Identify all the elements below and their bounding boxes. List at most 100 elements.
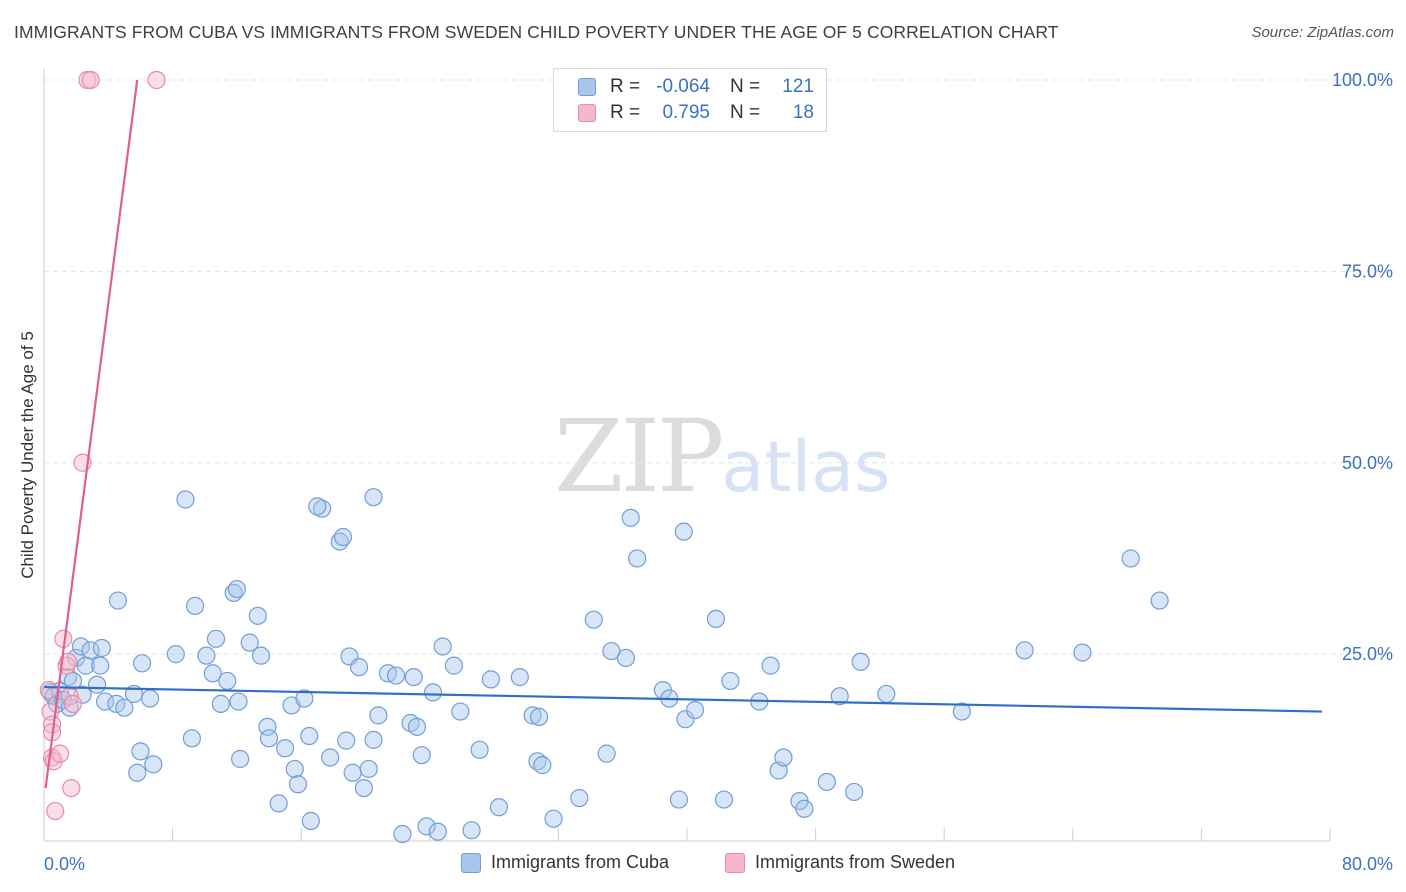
cuba-point	[269, 794, 288, 813]
cuba-point	[92, 638, 111, 658]
cuba-point	[706, 609, 726, 629]
cuba-point	[63, 671, 83, 691]
cuba-point	[1150, 591, 1169, 610]
legend-row-sweden: R = 0.795 N = 18	[578, 100, 814, 126]
cuba-point	[428, 822, 447, 841]
legend-n-value: 18	[792, 102, 814, 123]
cuba-point	[584, 610, 603, 629]
cuba-point	[259, 729, 279, 748]
cuba-point	[845, 782, 864, 802]
cuba-trend-line	[43, 685, 1322, 713]
cuba-point	[203, 664, 222, 683]
cuba-point	[81, 641, 100, 660]
cuba-point	[321, 748, 340, 767]
cuba-point	[1015, 641, 1034, 660]
cuba-point	[91, 656, 110, 675]
cuba-point	[851, 652, 870, 671]
cuba-point	[108, 591, 128, 610]
cuba-point	[616, 648, 636, 668]
cuba-point	[227, 579, 246, 599]
y-tick-label: 25.0%	[1342, 644, 1393, 664]
cuba-point	[433, 637, 452, 656]
cuba-point	[71, 637, 91, 656]
bottom-legend-label-sweden: Immigrants from Sweden	[755, 852, 956, 872]
tick-labels: 25.0% 50.0% 75.0% 100.0% 0.0% 80.0%	[44, 70, 1393, 874]
cuba-point	[300, 726, 319, 746]
cuba-point	[621, 508, 640, 527]
cuba-point	[276, 739, 295, 758]
cuba-point	[602, 641, 621, 661]
bottom-legend-label-cuba: Immigrants from Cuba	[491, 852, 670, 872]
cuba-point	[544, 809, 563, 828]
cuba-point	[462, 821, 481, 840]
watermark: ZIPatlas	[554, 398, 890, 515]
cuba-point	[489, 798, 509, 817]
cuba-point	[795, 799, 814, 818]
cuba-point	[669, 790, 689, 809]
cuba-point	[182, 729, 201, 748]
cuba-point	[676, 710, 695, 729]
legend-swatch-sweden	[578, 104, 596, 122]
source-label: Source: ZipAtlas.com	[1251, 24, 1394, 41]
cuba-point	[285, 759, 304, 779]
cuba-point	[211, 694, 230, 713]
cuba-point	[597, 744, 616, 763]
series-sweden-points	[39, 70, 166, 821]
bottom-legend-cuba: Immigrants from Cuba	[461, 852, 669, 873]
cuba-point	[248, 606, 267, 625]
sweden-point	[81, 70, 100, 90]
cuba-point	[714, 790, 734, 809]
cuba-point	[481, 670, 500, 689]
cuba-point	[132, 654, 152, 673]
cuba-point	[817, 772, 836, 792]
axes	[43, 68, 1331, 842]
bottom-legend-swatch-sweden	[725, 852, 745, 873]
cuba-point	[240, 633, 259, 652]
x-tick-label: 80.0%	[1342, 854, 1393, 874]
cuba-point	[721, 671, 740, 691]
chart-title: IMMIGRANTS FROM CUBA VS IMMIGRANTS FROM …	[14, 22, 1059, 42]
cuba-point	[251, 646, 271, 665]
cuba-point	[523, 706, 542, 725]
y-tick-label: 75.0%	[1342, 261, 1393, 281]
cuba-point	[359, 759, 378, 779]
series-cuba-points	[41, 488, 1169, 844]
cuba-point	[337, 731, 356, 750]
cuba-point	[308, 497, 327, 516]
cuba-point	[288, 775, 308, 794]
cuba-point	[407, 717, 427, 736]
cuba-point	[533, 756, 552, 775]
y-tick-label: 50.0%	[1342, 453, 1393, 473]
cuba-point	[685, 700, 705, 720]
legend-row-cuba: R = -0.064 N = 121	[578, 74, 814, 100]
watermark-atlas: atlas	[721, 426, 891, 508]
cuba-point	[354, 778, 373, 798]
cuba-point	[166, 645, 185, 664]
cuba-point	[1073, 643, 1092, 662]
sweden-point	[62, 778, 81, 798]
sweden-point	[50, 744, 70, 763]
cuba-point	[258, 717, 277, 736]
cuba-point	[301, 811, 320, 831]
sweden-point	[39, 681, 58, 700]
cuba-point	[364, 730, 383, 749]
cuba-point	[530, 707, 549, 726]
sweden-point	[46, 801, 65, 821]
cuba-point	[369, 706, 388, 725]
cuba-point	[229, 692, 248, 711]
sweden-trend-line	[44, 79, 139, 789]
cuba-point	[674, 522, 693, 541]
cuba-point	[140, 689, 160, 708]
cuba-point	[231, 749, 250, 769]
sweden-point	[63, 694, 83, 713]
cuba-point	[952, 702, 971, 721]
bottom-legend-sweden: Immigrants from Sweden	[725, 852, 955, 873]
cuba-point	[364, 488, 383, 507]
cuba-point	[186, 596, 205, 615]
cuba-point	[197, 646, 216, 665]
legend-r-value: -0.064	[656, 76, 710, 97]
cuba-point	[295, 689, 314, 708]
cuba-point	[444, 656, 464, 675]
legend-n-value: 121	[782, 76, 814, 97]
cuba-point	[510, 667, 529, 687]
